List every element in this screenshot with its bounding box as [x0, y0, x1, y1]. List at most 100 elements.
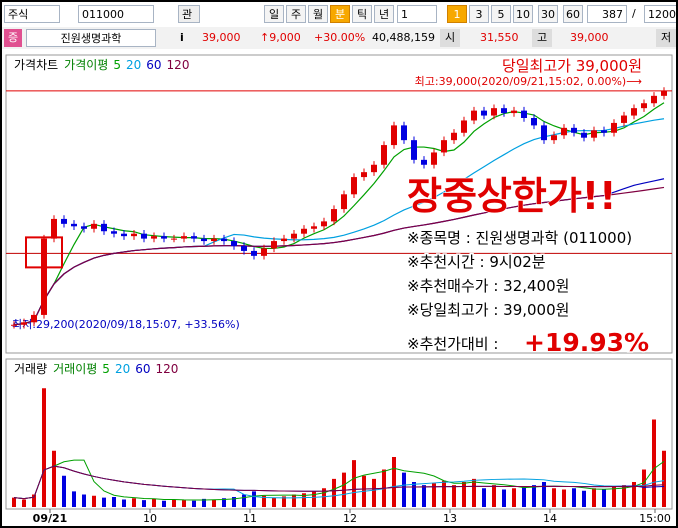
stock-name[interactable]: 진원생명과학 [26, 29, 156, 47]
candle [181, 236, 187, 239]
legend-ma: 가격이평 [64, 58, 108, 72]
candle [401, 125, 407, 141]
volume-panel [5, 358, 673, 510]
candle [271, 241, 277, 249]
volume-bar [112, 497, 116, 507]
volume-bar [602, 489, 606, 507]
volume-bar [192, 500, 196, 507]
volume-bar [332, 478, 336, 507]
volume-bar [262, 495, 266, 507]
unit-select[interactable]: 1 [397, 5, 437, 23]
x-label: 13 [443, 512, 457, 525]
volume-bar [532, 485, 536, 507]
high-marker: 최고:39,000(2020/09/21,15:02, 0.00%)⟶ [415, 75, 643, 88]
overlay-line: ※추천가대비 : [407, 335, 498, 353]
candle [221, 238, 227, 242]
volume-bar [662, 450, 666, 507]
volume-bar [142, 500, 146, 507]
candle [381, 145, 387, 165]
volume-bar [472, 478, 476, 507]
code-input[interactable]: 011000 [78, 5, 154, 23]
volume-bar [102, 497, 106, 507]
volume-bar [352, 460, 356, 507]
candle [621, 115, 627, 123]
candle [41, 238, 47, 315]
volume-bar [302, 493, 306, 507]
volume-bar [652, 419, 656, 507]
volume-bar [562, 489, 566, 507]
volume-bar [92, 495, 96, 507]
legend-title: 거래량 [14, 362, 47, 376]
volume-bar [642, 469, 646, 507]
overlay-line: ※추천시간 : 9시02분 [407, 253, 546, 271]
high-label: 고 [532, 29, 553, 47]
legend-period: 60 [135, 362, 150, 376]
volume-bar [612, 487, 616, 507]
price-ma-line [13, 186, 665, 326]
info-button[interactable]: i [180, 31, 184, 44]
volume-bar [632, 482, 636, 507]
count-input[interactable]: 387 [587, 5, 627, 23]
volume-bar [622, 485, 626, 507]
toolbar-button[interactable]: 주 [286, 5, 306, 23]
compare-value: +19.93% [524, 328, 649, 357]
volume-bar [542, 482, 546, 507]
candle [331, 209, 337, 222]
toolbar-button[interactable]: 5 [491, 5, 511, 23]
candle [501, 108, 507, 114]
overlay-line: ※종목명 : 진원생명과학 (011000) [407, 229, 632, 247]
volume-bar [232, 497, 236, 507]
toolbar-button[interactable]: 일 [264, 5, 284, 23]
toolbar-button[interactable]: 틱 [352, 5, 372, 23]
candle [481, 110, 487, 116]
volume-bar [522, 487, 526, 507]
toolbar-button[interactable]: 60 [563, 5, 583, 23]
volume-bar [402, 472, 406, 507]
volume-bar [122, 499, 126, 507]
candle [531, 118, 537, 126]
volume-bar [62, 475, 66, 507]
toolbar-button[interactable]: 30 [538, 5, 558, 23]
legend-period: 120 [167, 58, 190, 72]
candle [51, 218, 57, 239]
candle [361, 172, 367, 178]
toolbar-button[interactable]: 3 [469, 5, 489, 23]
tool-button[interactable]: 관 [178, 5, 200, 23]
candle [101, 223, 107, 232]
market-select[interactable]: 주식 [4, 5, 60, 23]
candle [301, 228, 307, 234]
toolbar-button[interactable]: 년 [374, 5, 394, 23]
open: 31,550 [480, 31, 519, 44]
candle [341, 194, 347, 210]
volume-ma-line [13, 465, 665, 500]
candle [551, 135, 557, 141]
volume-bar [32, 494, 36, 507]
candle [251, 250, 257, 256]
volume-bar [312, 491, 316, 507]
legend-period: 120 [156, 362, 179, 376]
separator: / [632, 7, 636, 20]
volume-bar [272, 497, 276, 507]
candle [561, 127, 567, 136]
candle [171, 238, 177, 240]
volume-bar [372, 478, 376, 507]
candle [591, 130, 597, 138]
volume-bar [72, 491, 76, 507]
total-input[interactable]: 1200 [644, 5, 676, 23]
toolbar-button[interactable]: 1 [447, 5, 467, 23]
price-ma-line [13, 102, 665, 326]
candle [581, 132, 587, 138]
toolbar-button[interactable]: 월 [308, 5, 328, 23]
candle [151, 236, 157, 239]
volume-bar [592, 488, 596, 507]
volume-bar [412, 482, 416, 507]
volume-bar [12, 497, 16, 507]
volume-bar [42, 388, 46, 507]
candle [121, 233, 127, 237]
volume-bar [492, 485, 496, 507]
toolbar-button[interactable]: 10 [513, 5, 533, 23]
candle [61, 218, 67, 224]
price: 39,000 [202, 31, 241, 44]
toolbar-button[interactable]: 분 [330, 5, 350, 23]
